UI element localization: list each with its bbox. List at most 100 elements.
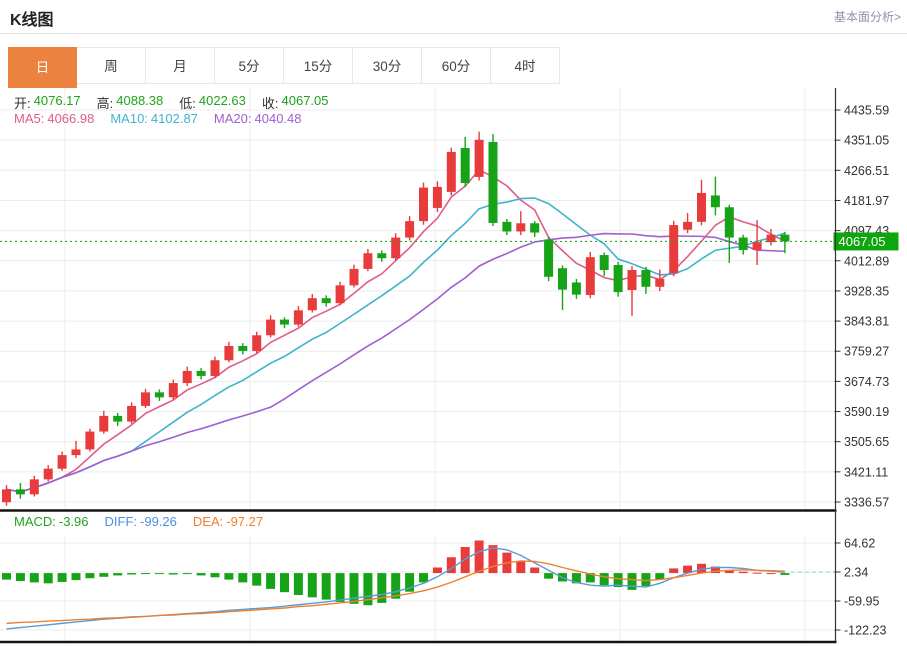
candle xyxy=(196,370,206,376)
candle xyxy=(154,392,164,398)
tab-60min[interactable]: 60分 xyxy=(422,47,491,84)
ohlc-low: 低: 4022.63 xyxy=(179,93,246,112)
macd-histogram-bar xyxy=(683,565,693,574)
candle xyxy=(391,237,401,259)
candle xyxy=(307,298,317,311)
macd-histogram-bar xyxy=(15,573,25,582)
candle xyxy=(29,479,39,495)
candle xyxy=(99,415,109,432)
candle xyxy=(266,319,276,336)
ohlc-high-value: 4088.38 xyxy=(116,93,164,108)
macd-histogram-bar xyxy=(405,573,415,592)
macd-histogram-bar xyxy=(252,573,262,586)
y-axis-label: 3421.11 xyxy=(844,465,888,479)
candle xyxy=(724,207,734,238)
candle xyxy=(710,195,720,208)
macd-legend: MACD: -3.96 DIFF: -99.26 DEA: -97.27 xyxy=(14,514,263,529)
tab-day[interactable]: 日 xyxy=(8,47,77,88)
ma10-legend: MA10: 4102.87 xyxy=(110,111,198,126)
candle xyxy=(210,360,220,376)
y-axis-label: 2.34 xyxy=(844,565,868,579)
macd-histogram-bar xyxy=(752,572,762,574)
candle xyxy=(613,265,623,293)
candle xyxy=(85,431,95,450)
macd-histogram-bar xyxy=(766,573,776,575)
macd-histogram-bar xyxy=(85,573,95,579)
diff-value: -99.26 xyxy=(140,514,177,529)
y-axis-label: 3590.19 xyxy=(844,405,889,419)
macd-histogram-bar xyxy=(391,573,401,599)
candle xyxy=(752,242,762,251)
macd-histogram-bar xyxy=(113,573,123,576)
macd-histogram-bar xyxy=(419,573,428,583)
ma-bar: MA5: 4066.98 MA10: 4102.87 MA20: 4040.48 xyxy=(14,111,302,126)
macd-histogram-bar xyxy=(544,573,554,579)
candle xyxy=(460,148,470,183)
macd-histogram-bar xyxy=(780,573,790,575)
candle xyxy=(683,221,693,230)
y-axis-label: 4266.51 xyxy=(844,164,889,178)
macd-value: -3.96 xyxy=(58,514,89,529)
ohlc-open-label: 开: xyxy=(14,96,31,111)
macd-histogram-bar xyxy=(432,567,442,574)
candle xyxy=(15,489,25,495)
ma20-value: 4040.48 xyxy=(254,111,302,126)
candle xyxy=(446,151,456,192)
y-axis-label: 3843.81 xyxy=(844,315,889,329)
macd-histogram-bar xyxy=(599,573,609,586)
macd-histogram-bar xyxy=(669,568,679,574)
ma5-legend: MA5: 4066.98 xyxy=(14,111,94,126)
candle xyxy=(127,405,137,422)
tab-30min[interactable]: 30分 xyxy=(353,47,422,84)
ohlc-low-value: 4022.63 xyxy=(198,93,246,108)
candle xyxy=(405,221,415,238)
tab-month[interactable]: 月 xyxy=(146,47,215,84)
y-axis-label: 3505.65 xyxy=(844,435,889,449)
ohlc-open-value: 4076.17 xyxy=(33,93,81,108)
macd-histogram-bar xyxy=(210,573,220,578)
tab-week[interactable]: 周 xyxy=(77,47,146,84)
tab-4hour[interactable]: 4时 xyxy=(491,47,560,84)
macd-histogram-bar xyxy=(321,573,331,600)
fundamental-analysis-link[interactable]: 基本面分析> xyxy=(833,10,901,24)
macd-histogram-bar xyxy=(446,557,456,574)
candle xyxy=(377,253,387,259)
candle xyxy=(280,319,289,325)
candle xyxy=(558,268,567,290)
page-title: K线图 xyxy=(10,12,54,29)
dea-line xyxy=(6,560,785,625)
ohlc-open: 开: 4076.17 xyxy=(14,93,81,112)
price-tag xyxy=(833,232,899,251)
macd-histogram-bar xyxy=(266,573,276,589)
macd-histogram-bar xyxy=(71,573,81,581)
candle xyxy=(585,257,595,295)
candle xyxy=(502,221,512,232)
candle xyxy=(544,239,554,277)
macd-histogram-bar xyxy=(488,545,498,574)
macd-histogram-bar xyxy=(127,573,137,575)
candle xyxy=(780,234,790,242)
ohlc-close-label: 收: xyxy=(261,96,279,111)
y-axis-label: -122.23 xyxy=(844,624,886,638)
ma10-label: MA10: xyxy=(110,111,148,126)
macd-histogram-bar xyxy=(516,560,526,574)
candle xyxy=(141,392,150,406)
candle xyxy=(488,141,498,223)
macd-histogram-bar xyxy=(57,573,67,582)
ohlc-low-label: 低: xyxy=(179,96,196,111)
diff-value-legend: DIFF: -99.26 xyxy=(105,514,177,529)
macd-histogram-bar xyxy=(141,573,150,575)
candle xyxy=(113,415,123,422)
candle xyxy=(516,223,526,232)
ma10-line xyxy=(6,197,786,493)
macd-histogram-bar xyxy=(710,566,720,574)
tab-15min[interactable]: 15分 xyxy=(284,47,353,84)
tab-5min[interactable]: 5分 xyxy=(215,47,284,84)
price-tag-label: 4067.05 xyxy=(839,234,886,249)
candle xyxy=(432,186,442,208)
candle xyxy=(43,468,53,480)
y-axis-label: 3759.27 xyxy=(844,345,889,359)
y-axis-label: 3674.73 xyxy=(844,375,889,389)
macd-histogram-bar xyxy=(655,573,665,580)
